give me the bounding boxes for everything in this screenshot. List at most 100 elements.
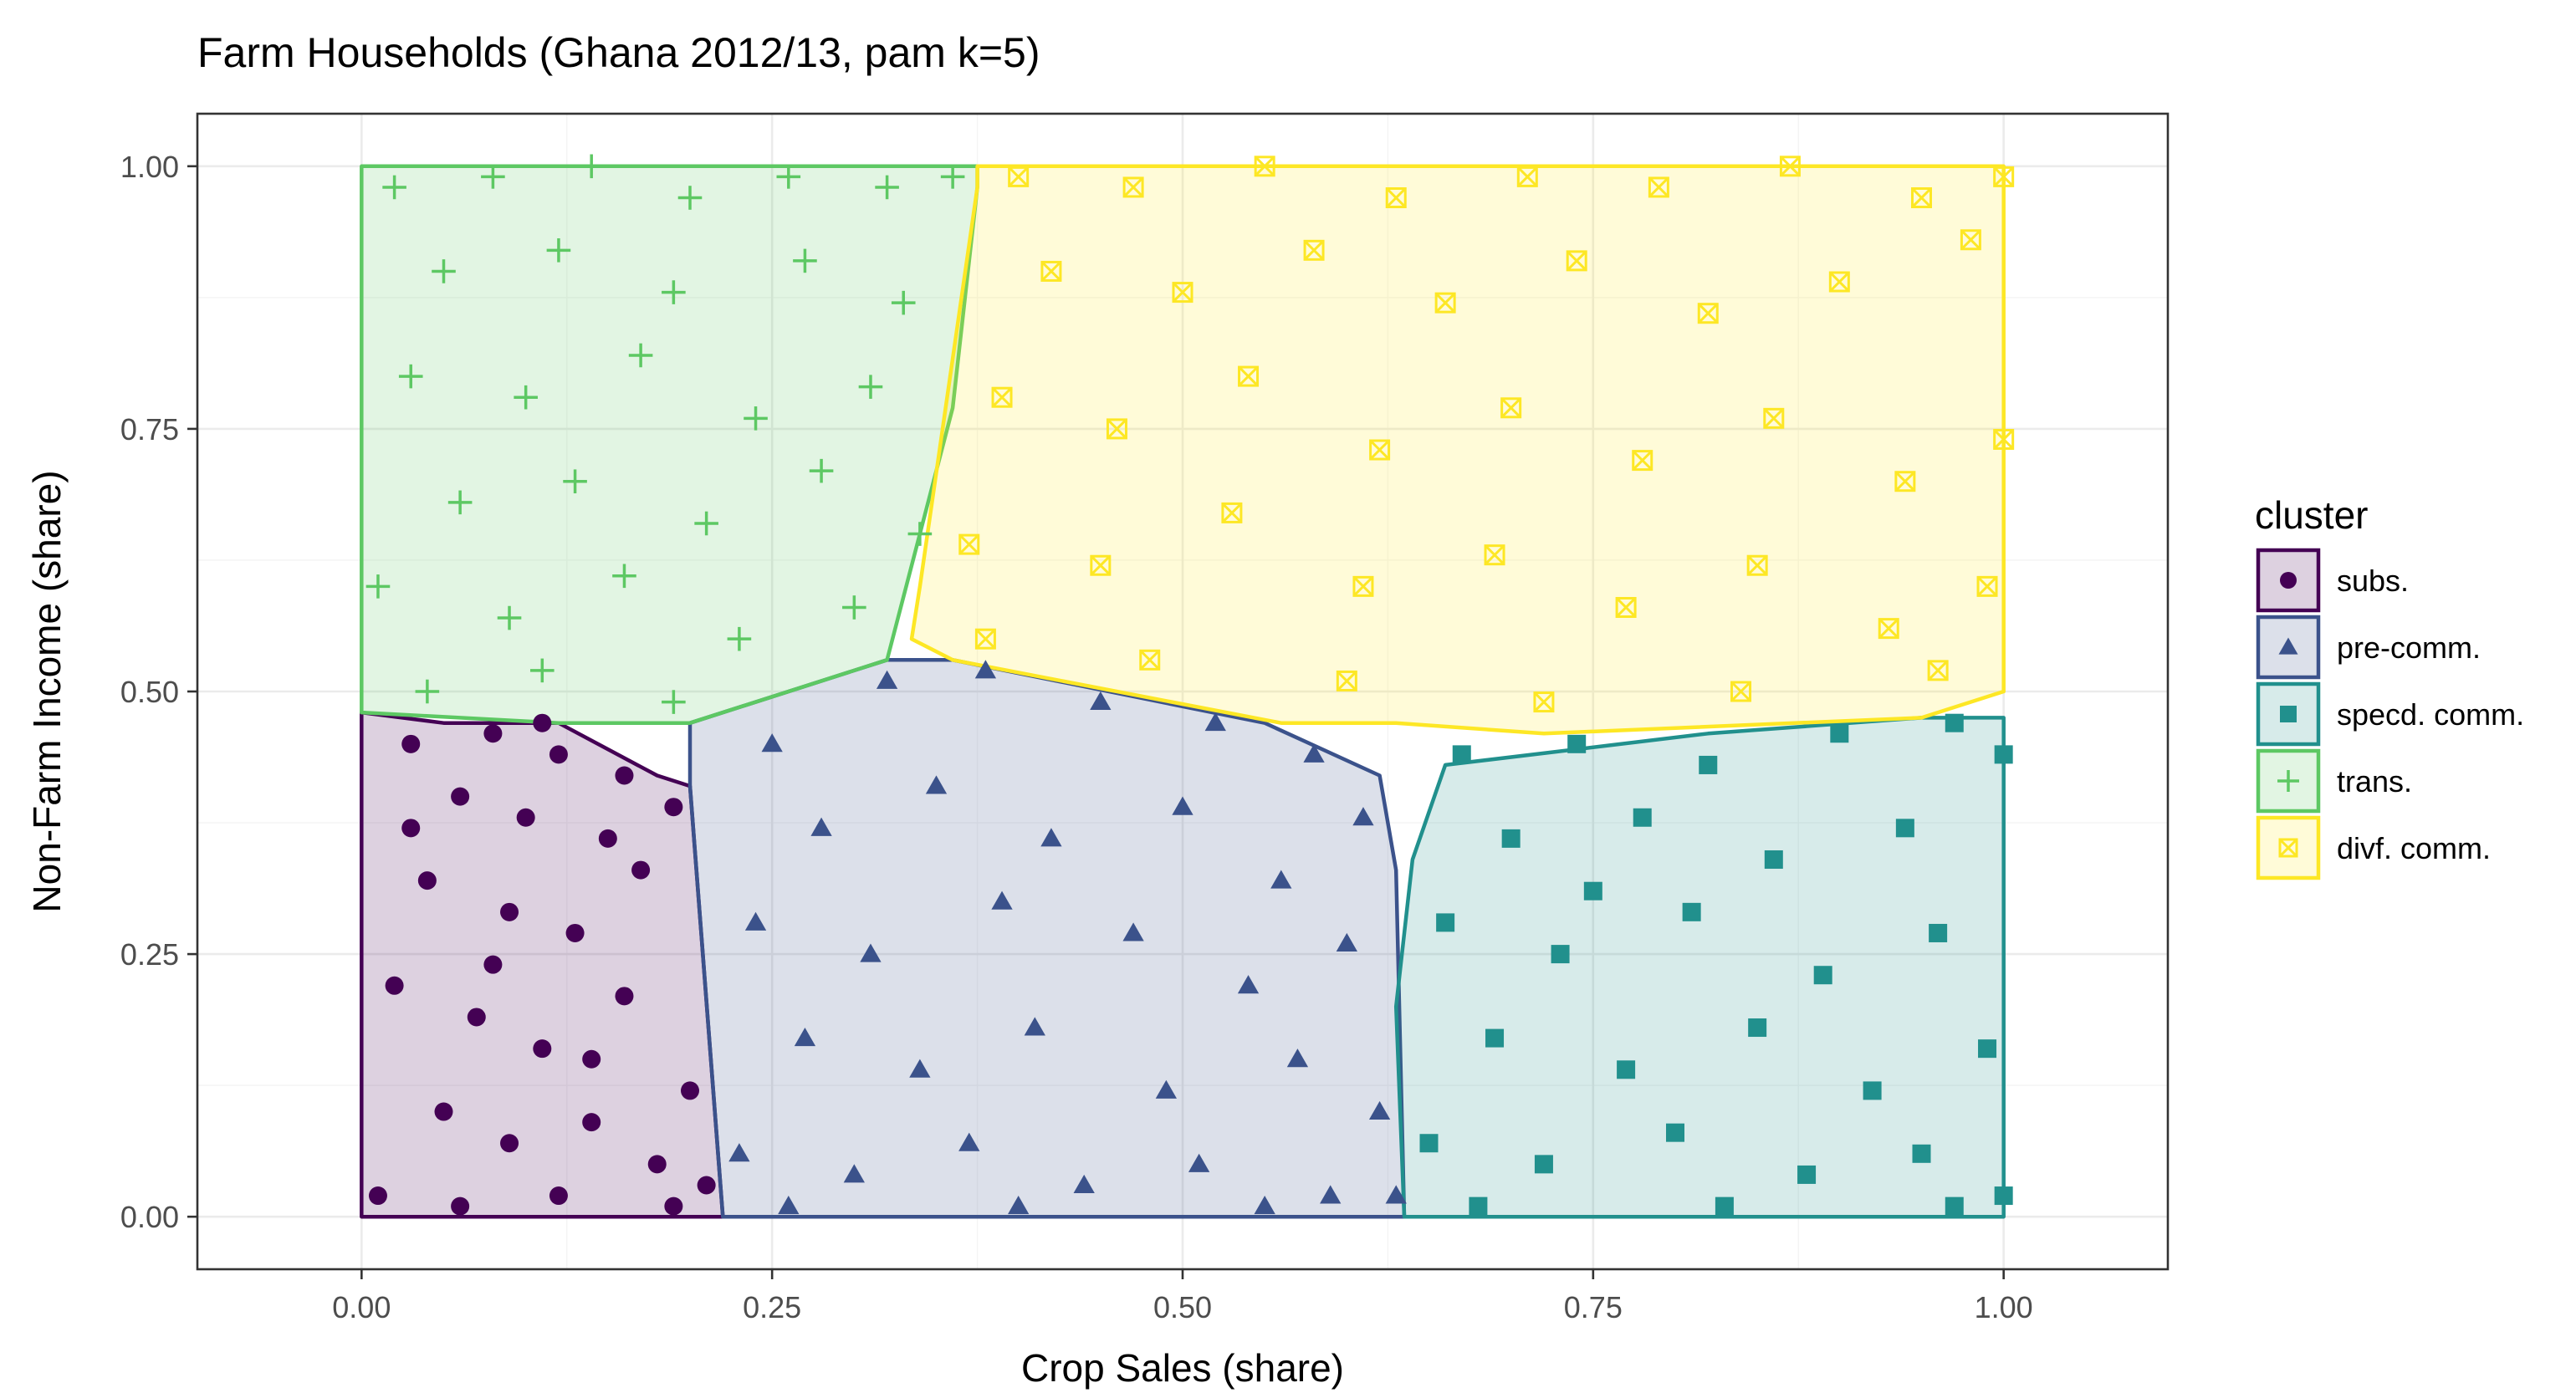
- data-point: [1993, 166, 2015, 187]
- data-point: [467, 1008, 486, 1027]
- data-point: [662, 280, 686, 304]
- data-point: [1436, 913, 1455, 932]
- data-point: [1863, 1081, 1882, 1100]
- data-point: [1533, 691, 1555, 713]
- data-point: [1945, 713, 1964, 732]
- x-tick-label: 0.25: [743, 1290, 801, 1324]
- data-point: [1320, 1185, 1342, 1204]
- y-tick-label: 0.25: [120, 937, 179, 972]
- data-point: [1960, 229, 1981, 251]
- data-point: [598, 829, 617, 848]
- legend-title: cluster: [2255, 493, 2368, 537]
- y-axis-title: Non-Farm Income (share): [25, 470, 69, 912]
- data-point: [1633, 808, 1652, 827]
- data-point: [1106, 418, 1127, 440]
- data-point: [974, 660, 997, 679]
- data-point: [432, 259, 456, 283]
- legend-label: pre-comm.: [2337, 630, 2481, 665]
- data-point: [1469, 1196, 1488, 1216]
- data-point: [1188, 1153, 1210, 1172]
- data-points: [365, 154, 2015, 1216]
- data-point: [697, 1176, 716, 1195]
- data-point: [1419, 1134, 1439, 1153]
- data-point: [1303, 239, 1325, 261]
- data-point: [533, 713, 552, 732]
- data-point: [401, 819, 421, 838]
- data-point: [1238, 365, 1260, 387]
- data-point: [1237, 975, 1260, 994]
- data-point: [858, 375, 883, 399]
- legend-key: [2256, 681, 2321, 747]
- y-tick-label: 0.00: [120, 1200, 179, 1234]
- data-point: [1040, 260, 1062, 282]
- data-point: [1008, 166, 1030, 187]
- data-point: [398, 364, 423, 389]
- data-point: [1254, 156, 1275, 177]
- data-point: [1303, 743, 1325, 763]
- data-point: [516, 808, 535, 827]
- data-point: [1682, 902, 1701, 921]
- data-point: [385, 976, 404, 995]
- data-point: [1090, 554, 1112, 576]
- data-point: [1632, 450, 1653, 472]
- data-point: [761, 733, 783, 753]
- data-point: [1615, 596, 1637, 618]
- data-point: [744, 406, 768, 431]
- data-point: [1994, 1186, 2013, 1206]
- data-point: [1336, 932, 1357, 952]
- data-point: [891, 290, 916, 315]
- data-point: [1369, 439, 1391, 461]
- data-point: [447, 490, 473, 515]
- data-point: [565, 923, 585, 942]
- data-point: [1764, 850, 1783, 870]
- data-point: [1155, 1079, 1178, 1099]
- data-point: [1929, 923, 1948, 942]
- data-point: [1352, 807, 1374, 826]
- data-point: [612, 564, 636, 589]
- data-point: [1895, 819, 1914, 838]
- plot-panel: [196, 112, 2170, 1271]
- x-tick-label: 0.75: [1564, 1290, 1623, 1324]
- data-point: [417, 871, 437, 890]
- data-point: [1172, 796, 1193, 815]
- data-point: [1385, 1185, 1407, 1204]
- data-point: [1748, 1018, 1767, 1038]
- data-point: [1485, 1028, 1505, 1048]
- data-point: [925, 775, 948, 794]
- data-point: [1221, 502, 1243, 523]
- legend-key-marker: [2280, 706, 2297, 722]
- data-point: [1994, 745, 2013, 764]
- data-point: [647, 1155, 667, 1174]
- data-point: [1813, 966, 1832, 985]
- data-point: [1648, 176, 1669, 198]
- legend-key-marker: [2277, 770, 2299, 792]
- legend-label: specd. comm.: [2337, 697, 2524, 732]
- data-point: [1090, 691, 1112, 711]
- data-point: [533, 1039, 552, 1059]
- data-point: [662, 690, 686, 714]
- data-point: [1024, 1017, 1045, 1036]
- data-point: [876, 670, 898, 689]
- data-point: [582, 1049, 601, 1069]
- data-point: [1484, 544, 1505, 566]
- cluster-hull: [687, 658, 1407, 1219]
- data-point: [991, 890, 1013, 910]
- data-point: [958, 533, 980, 555]
- cluster-hull: [1393, 716, 2006, 1219]
- cluster-hull: [909, 164, 2006, 736]
- data-point: [483, 955, 503, 974]
- data-point: [530, 658, 555, 683]
- data-point: [1501, 829, 1521, 848]
- data-point: [1797, 1165, 1817, 1184]
- x-tick-label: 0.00: [332, 1290, 391, 1324]
- data-point: [1830, 724, 1849, 743]
- data-point: [1978, 1039, 1997, 1059]
- data-point: [1336, 670, 1357, 691]
- y-axis: 0.00 0.25 0.50 0.75 1.00: [120, 150, 197, 1234]
- data-point: [1911, 187, 1932, 209]
- data-point: [1204, 712, 1226, 732]
- data-point: [940, 165, 965, 189]
- data-point: [907, 522, 933, 546]
- x-tick-label: 0.50: [1153, 1290, 1212, 1324]
